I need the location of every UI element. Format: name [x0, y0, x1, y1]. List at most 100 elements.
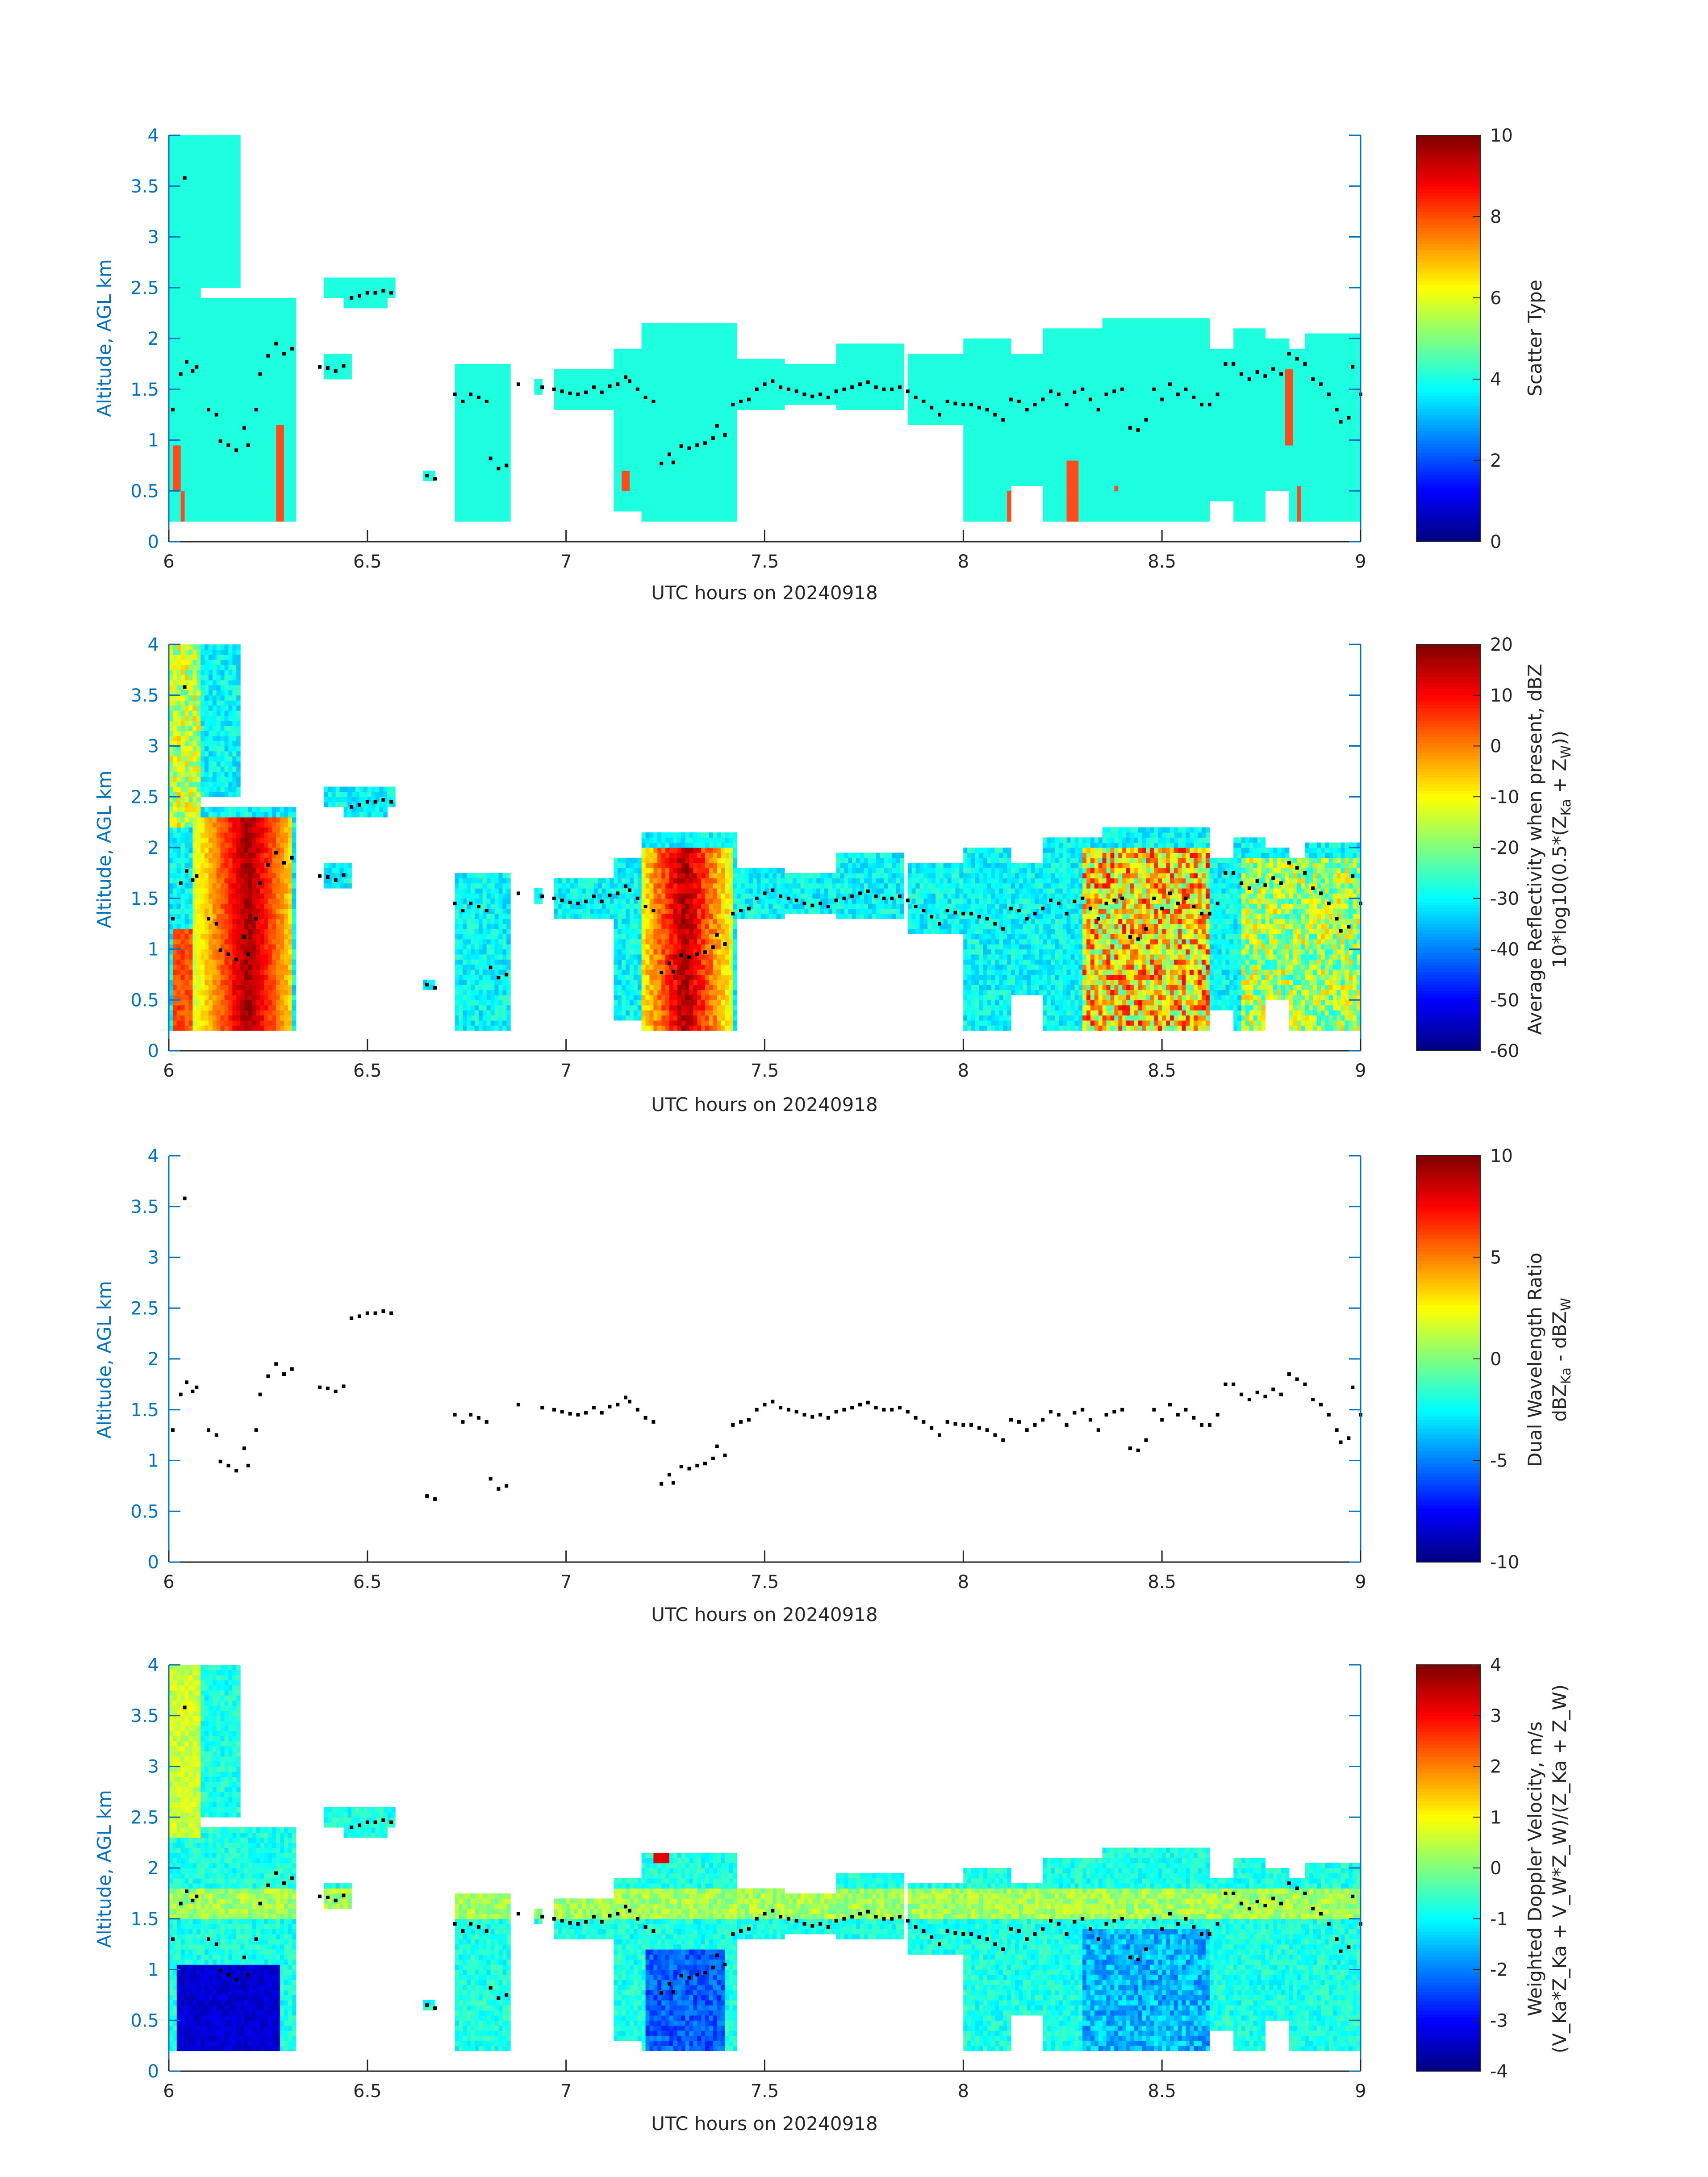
heatmap-cell	[280, 506, 284, 512]
heatmap-cell	[641, 440, 646, 446]
heatmap-cell	[697, 476, 702, 481]
heatmap-cell	[272, 399, 276, 405]
heatmap-cell	[1023, 359, 1027, 364]
heatmap-cell	[940, 399, 944, 405]
heatmap-cell	[645, 506, 650, 512]
heatmap-cell	[860, 384, 864, 390]
heatmap-cell	[288, 298, 292, 303]
heatmap-cell	[232, 389, 237, 395]
heatmap-cell	[490, 420, 495, 425]
heatmap-cell	[661, 399, 666, 405]
heatmap-cell	[919, 404, 924, 410]
heatmap-cell	[1019, 465, 1023, 471]
heatmap-cell	[220, 445, 225, 451]
heatmap-cell	[232, 435, 237, 441]
heatmap-cell	[196, 506, 201, 512]
heatmap-cell	[331, 282, 336, 288]
heatmap-cell	[1023, 481, 1027, 486]
heatmap-cell	[180, 485, 185, 491]
heatmap-cell	[292, 369, 296, 375]
heatmap-cell	[180, 206, 185, 212]
heatmap-cell	[1015, 399, 1019, 405]
heatmap-cell	[459, 445, 463, 451]
heatmap-cell	[212, 364, 217, 369]
heatmap-cell	[184, 313, 189, 319]
heatmap-cell	[717, 465, 722, 471]
heatmap-cell	[478, 496, 483, 501]
heatmap-cell	[864, 369, 869, 375]
heatmap-cell	[967, 394, 972, 400]
heatmap-cell	[915, 399, 920, 405]
heatmap-cell	[228, 242, 233, 247]
heatmap-cell	[471, 430, 475, 435]
heatmap-cell	[852, 364, 856, 369]
heatmap-cell	[967, 389, 972, 395]
heatmap-cell	[645, 511, 650, 517]
heatmap-cell	[741, 389, 745, 395]
heatmap-cell	[701, 409, 706, 415]
heatmap-cell	[618, 485, 622, 491]
heatmap-cell	[785, 364, 789, 369]
heatmap-cell	[570, 394, 575, 400]
heatmap-cell	[244, 501, 249, 506]
heatmap-cell	[276, 435, 280, 441]
heatmap-cell	[216, 369, 221, 375]
heatmap-cell	[685, 404, 690, 410]
heatmap-cell	[475, 450, 479, 456]
heatmap-cell	[657, 394, 662, 400]
heatmap-cell	[673, 384, 678, 390]
heatmap-cell	[713, 379, 718, 384]
heatmap-cell	[284, 476, 288, 481]
heatmap-cell	[717, 384, 722, 390]
heatmap-cell	[200, 394, 205, 400]
heatmap-cell	[367, 303, 372, 309]
heatmap-cell	[987, 425, 992, 430]
heatmap-cell	[351, 298, 356, 303]
heatmap-cell	[172, 389, 177, 395]
heatmap-cell	[967, 440, 972, 446]
heatmap-cell	[172, 496, 177, 501]
heatmap-cell	[268, 506, 272, 512]
heatmap-cell	[884, 379, 888, 384]
heatmap-cell	[979, 394, 984, 400]
heatmap-cell	[498, 511, 503, 517]
heatmap-cell	[220, 404, 225, 410]
heatmap-cell	[176, 252, 181, 258]
heatmap-cell	[280, 359, 284, 364]
heatmap-cell	[995, 435, 999, 441]
heatmap-cell	[169, 252, 173, 258]
heatmap-cell	[844, 389, 848, 395]
heatmap-cell	[256, 404, 261, 410]
heatmap-cell	[649, 409, 654, 415]
heatmap-cell	[506, 465, 511, 471]
heatmap-cell	[844, 359, 848, 364]
heatmap-cell	[192, 257, 197, 263]
heatmap-cell	[463, 450, 467, 456]
heatmap-cell	[633, 445, 638, 451]
heatmap-cell	[804, 369, 809, 375]
heatmap-cell	[169, 277, 173, 283]
heatmap-cell	[209, 272, 213, 278]
heatmap-cell	[999, 369, 1003, 375]
heatmap-cell	[876, 389, 881, 395]
heatmap-cell	[463, 511, 467, 517]
heatmap-cell	[264, 313, 268, 319]
heatmap-cell	[363, 288, 368, 293]
heatmap-cell	[673, 328, 678, 334]
heatmap-cell	[196, 460, 201, 466]
heatmap-cell	[471, 455, 475, 461]
heatmap-cell	[725, 430, 729, 435]
heatmap-cell	[176, 435, 181, 441]
heatmap-cell	[868, 379, 873, 384]
heatmap-cell	[1007, 450, 1011, 456]
heatmap-cell	[184, 191, 189, 197]
heatmap-cell	[232, 267, 237, 273]
heatmap-cell	[669, 440, 674, 446]
heatmap-cell	[1003, 440, 1007, 446]
heatmap-cell	[276, 476, 280, 481]
heatmap-cell	[653, 333, 658, 339]
heatmap-cell	[494, 379, 499, 384]
heatmap-cell	[975, 496, 980, 501]
heatmap-cell	[653, 409, 658, 415]
heatmap-cell	[220, 460, 225, 466]
